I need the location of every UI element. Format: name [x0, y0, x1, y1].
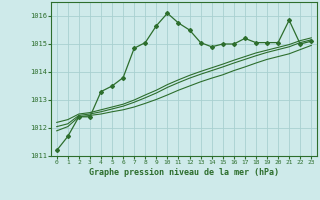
X-axis label: Graphe pression niveau de la mer (hPa): Graphe pression niveau de la mer (hPa)	[89, 168, 279, 177]
